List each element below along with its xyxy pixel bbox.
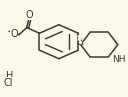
Text: O: O [25,10,33,20]
Text: O: O [10,29,18,39]
Text: NH: NH [112,55,126,64]
Text: Cl: Cl [4,78,13,88]
Polygon shape [78,33,83,45]
Text: H: H [6,71,13,81]
